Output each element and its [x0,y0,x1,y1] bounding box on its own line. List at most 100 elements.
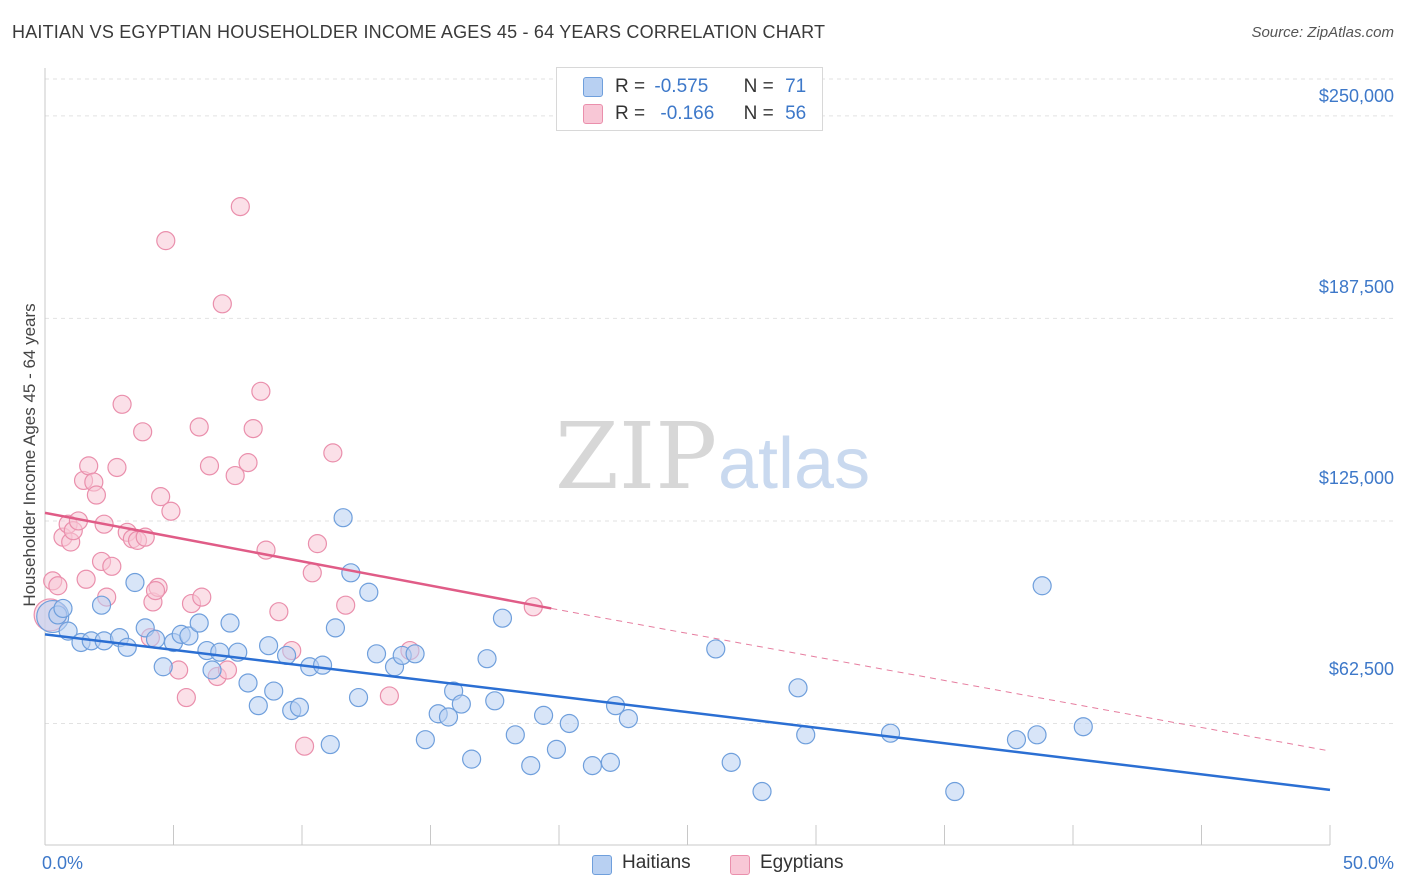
egyptians-swatch [583,104,603,124]
egyptian-point [302,563,322,583]
haitian-point [546,739,567,760]
egyptian-point [225,465,245,486]
haitian-point [533,705,554,725]
x-tick-label-max: 50.0% [1342,853,1394,873]
egyptian-point [379,686,399,706]
egyptian-point [199,456,220,476]
egyptian-point [269,602,289,622]
egyptian-point [212,294,232,314]
haitian-point [220,613,240,633]
haitian-point [312,655,333,675]
axes [44,68,1331,846]
egyptian-point [294,736,315,756]
haitian-point [451,694,471,714]
legend-egyptians-swatch [730,855,750,875]
y-axis-label: Householder Income Ages 45 - 64 years [20,303,39,607]
haitian-point [289,697,310,717]
y-tick-label: $125,000 [1318,468,1394,488]
egyptian-point [189,417,209,437]
egyptian-point [336,595,356,615]
n-label: N = [743,103,774,124]
trend-lines [44,511,1331,792]
haitians-n-value: 71 [785,76,807,97]
haitian-point [179,626,199,646]
haitian-point [145,629,166,649]
egyptian-point [76,569,96,589]
egyptian-point [48,576,68,596]
egyptian-point [307,534,328,554]
haitians-points [36,508,1093,802]
n-label: N = [743,76,774,97]
haitian-point [1027,725,1047,745]
egyptian-point [230,197,250,217]
egyptian-point [79,456,99,476]
egyptians-n-value: 56 [785,103,807,124]
haitian-point [348,687,369,708]
haitian-point [125,572,145,593]
watermark-zip: ZIP [555,403,717,510]
legend-haitians-swatch [592,855,612,875]
haitian-point [559,713,579,734]
haitian-point [438,707,459,727]
haitian-point [1032,576,1052,596]
y-tick-label: $187,500 [1318,277,1394,297]
haitian-point [320,734,340,755]
haitian-point [91,595,112,615]
correlation-legend: R = -0.575 N = 71 R = -0.166 N = 56 [556,67,823,131]
r-label: R = [615,76,646,97]
egyptians-trend-extension [551,607,1331,752]
haitian-point [788,678,808,698]
egyptian-point [86,485,107,505]
haitian-point [238,673,258,693]
legend-row-haitians: R = -0.575 N = 71 [615,76,806,98]
haitian-point [405,644,425,664]
haitians-swatch [583,77,603,97]
egyptian-point [323,443,343,463]
haitian-point [117,637,137,657]
haitian-point [880,723,901,743]
haitians-r-value: -0.575 [654,76,709,97]
haitian-point [752,781,772,802]
egyptian-point [133,422,153,442]
haitian-point [325,618,346,638]
egyptian-point [243,418,263,439]
r-label: R = [615,103,646,124]
legend-row-egyptians: R = -0.166 N = 56 [615,103,806,125]
egyptian-point [156,231,176,251]
haitian-point [202,660,222,680]
grid-lines [45,78,1395,724]
haitian-point [258,636,279,656]
x-tick-label-min: 0.0% [42,853,84,873]
egyptian-point [145,581,166,601]
egyptian-point [176,687,196,708]
haitian-point [1006,730,1027,750]
egyptian-point [251,381,271,401]
source-label: Source: ZipAtlas.com [1251,24,1394,41]
haitian-point [153,657,173,677]
chart-title: HAITIAN VS EGYPTIAN HOUSEHOLDER INCOME A… [12,22,826,42]
haitian-point [600,752,621,772]
haitian-point [796,725,816,745]
egyptians-points [33,197,543,756]
haitians-trend-line [44,633,1331,792]
egyptian-point [192,587,212,607]
haitian-point [462,749,482,769]
haitian-point [1073,717,1093,737]
egyptian-point [238,453,258,473]
haitian-point [505,725,525,745]
haitian-point [415,730,435,750]
haitian-point [359,582,379,602]
y-tick-label: $62,500 [1328,659,1394,679]
haitian-point [53,598,73,619]
haitian-point [945,781,965,802]
watermark-atlas: atlas [718,424,870,504]
egyptians-r-value: -0.166 [660,103,715,124]
egyptian-point [151,487,171,507]
haitian-point [485,691,505,711]
haitian-point [618,709,638,729]
haitian-point [248,696,268,716]
egyptians-trend-line [44,511,552,610]
haitian-point [333,508,353,528]
legend-haitians-label: Haitians [622,852,691,873]
